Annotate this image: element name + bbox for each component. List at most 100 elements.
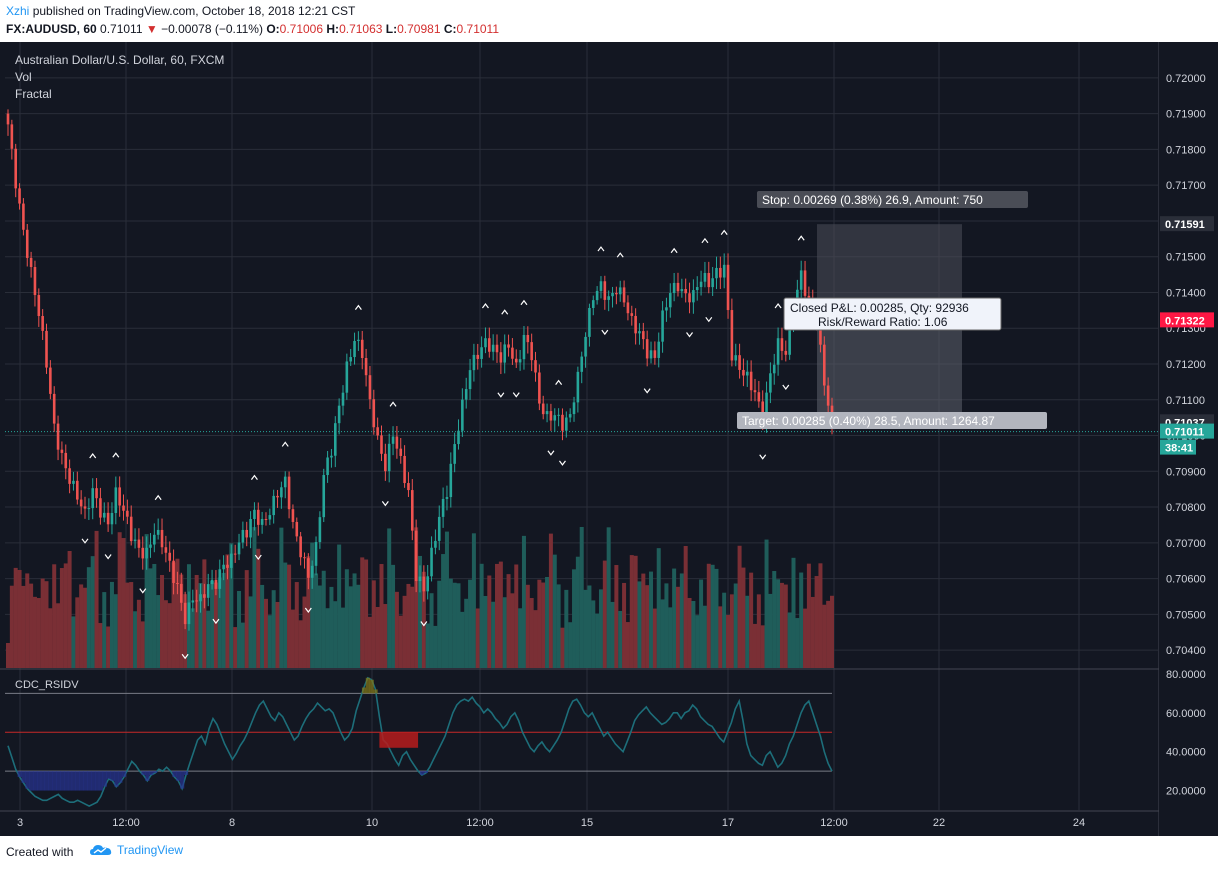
- publish-line: Xzhi published on TradingView.com, Octob…: [6, 4, 355, 18]
- candle-body: [318, 517, 322, 543]
- candle-body: [399, 448, 403, 456]
- candle-body: [341, 392, 345, 406]
- candle-body: [245, 529, 249, 538]
- oscillator-tick: 60.0000: [1166, 708, 1206, 720]
- chart-canvas[interactable]: 0.720000.719000.718000.717000.716000.715…: [0, 42, 1218, 836]
- candle-body: [114, 487, 118, 513]
- volume-bar: [310, 542, 315, 668]
- volume-bar: [206, 610, 211, 668]
- fractal-up-marker: [281, 441, 289, 447]
- volume-bar: [814, 576, 819, 668]
- candle-body: [684, 289, 687, 294]
- price-tick: 0.70600: [1166, 574, 1206, 586]
- candle-body: [64, 452, 68, 469]
- fractal-down-marker: [782, 384, 790, 390]
- price-tick: 0.70900: [1166, 466, 1206, 478]
- fractal-up-marker: [112, 452, 120, 458]
- candle-body: [603, 281, 607, 300]
- volume-bar: [572, 569, 577, 668]
- candle-body: [364, 358, 368, 376]
- candle-body: [22, 203, 25, 230]
- volume-bar: [660, 599, 665, 668]
- volume-bar: [333, 601, 338, 668]
- candle-body: [360, 339, 364, 359]
- candle-body: [518, 359, 522, 363]
- candle-body: [549, 411, 553, 421]
- fractal-down-marker: [705, 316, 713, 323]
- legend-vol: Vol: [15, 70, 32, 84]
- candle-body: [626, 302, 630, 314]
- fractal-up-marker: [481, 303, 489, 309]
- volume-bar: [772, 571, 777, 668]
- volume-bar: [529, 598, 534, 668]
- volume-bar: [202, 559, 207, 668]
- candle-body: [353, 340, 356, 358]
- oversold-fill: [183, 771, 189, 775]
- chart-background: [0, 42, 1218, 836]
- price-tick: 0.71100: [1166, 395, 1205, 407]
- volume-bar: [575, 556, 580, 668]
- volume-bar: [706, 563, 711, 668]
- candle-body: [561, 414, 564, 431]
- low-value: 0.70981: [397, 22, 441, 36]
- time-axis[interactable]: 3 12:00 8 10 12:00 15 17 12:00 22 24: [17, 817, 1085, 829]
- volume-bar: [414, 527, 419, 668]
- candle-body: [241, 529, 245, 543]
- time-tick: 12:00: [466, 817, 494, 829]
- price-label-box: [1160, 423, 1214, 439]
- volume-bar: [421, 571, 426, 668]
- volume-bar: [394, 591, 399, 668]
- volume-bar: [525, 584, 530, 668]
- open-label: O:: [266, 22, 280, 36]
- candle-body: [449, 463, 453, 498]
- fractal-up-marker: [89, 452, 97, 459]
- oversold-fill: [56, 771, 61, 791]
- candle-body: [191, 600, 195, 603]
- oversold-fill: [141, 771, 146, 775]
- legend-title: Australian Dollar/U.S. Dollar, 60, FXCM: [15, 53, 224, 67]
- volume-bar: [691, 600, 696, 668]
- price-label-box: [1160, 312, 1214, 328]
- time-tick: 15: [581, 817, 593, 829]
- volume-bar: [475, 608, 480, 668]
- volume-bar: [822, 604, 827, 668]
- fractal-up-marker: [774, 303, 782, 309]
- volume-bar: [252, 527, 257, 668]
- oversold-fill: [180, 771, 185, 789]
- volume-bar: [271, 590, 276, 668]
- author-link[interactable]: Xzhi: [6, 4, 30, 18]
- candle-body: [665, 307, 668, 311]
- candle-body: [738, 355, 741, 370]
- volume-bar: [629, 555, 634, 668]
- price-axis[interactable]: 0.720000.719000.718000.717000.716000.715…: [1160, 73, 1214, 798]
- volume-bar: [564, 589, 569, 668]
- oversold-fill: [33, 771, 38, 791]
- candle-body: [615, 292, 618, 295]
- volume-bar: [668, 607, 673, 668]
- high-value: 0.71063: [339, 22, 383, 36]
- close-value: 0.71011: [456, 22, 500, 36]
- volume-bar: [645, 585, 650, 668]
- candle-body: [102, 512, 106, 518]
- candle-body: [129, 516, 133, 542]
- candle-body: [314, 542, 318, 566]
- oversold-fill: [75, 771, 80, 791]
- oversold-fill: [48, 771, 53, 791]
- candle-body: [414, 530, 418, 582]
- candle-body: [514, 358, 518, 363]
- oversold-fill: [110, 771, 115, 781]
- volume-bar: [722, 592, 727, 668]
- candle-body: [557, 414, 560, 416]
- volume-bar: [444, 531, 449, 668]
- tradingview-link[interactable]: TradingView: [90, 843, 183, 857]
- volume-bar: [190, 608, 195, 668]
- volume-bar: [148, 568, 153, 668]
- volume-bar: [664, 583, 669, 668]
- candle-body: [534, 360, 537, 373]
- volume-bar: [183, 594, 188, 668]
- fractal-up-marker: [154, 494, 162, 501]
- volume-bar: [244, 570, 249, 668]
- candle-body: [218, 569, 222, 589]
- fractal-up-marker: [597, 246, 605, 252]
- candle-body: [657, 341, 661, 358]
